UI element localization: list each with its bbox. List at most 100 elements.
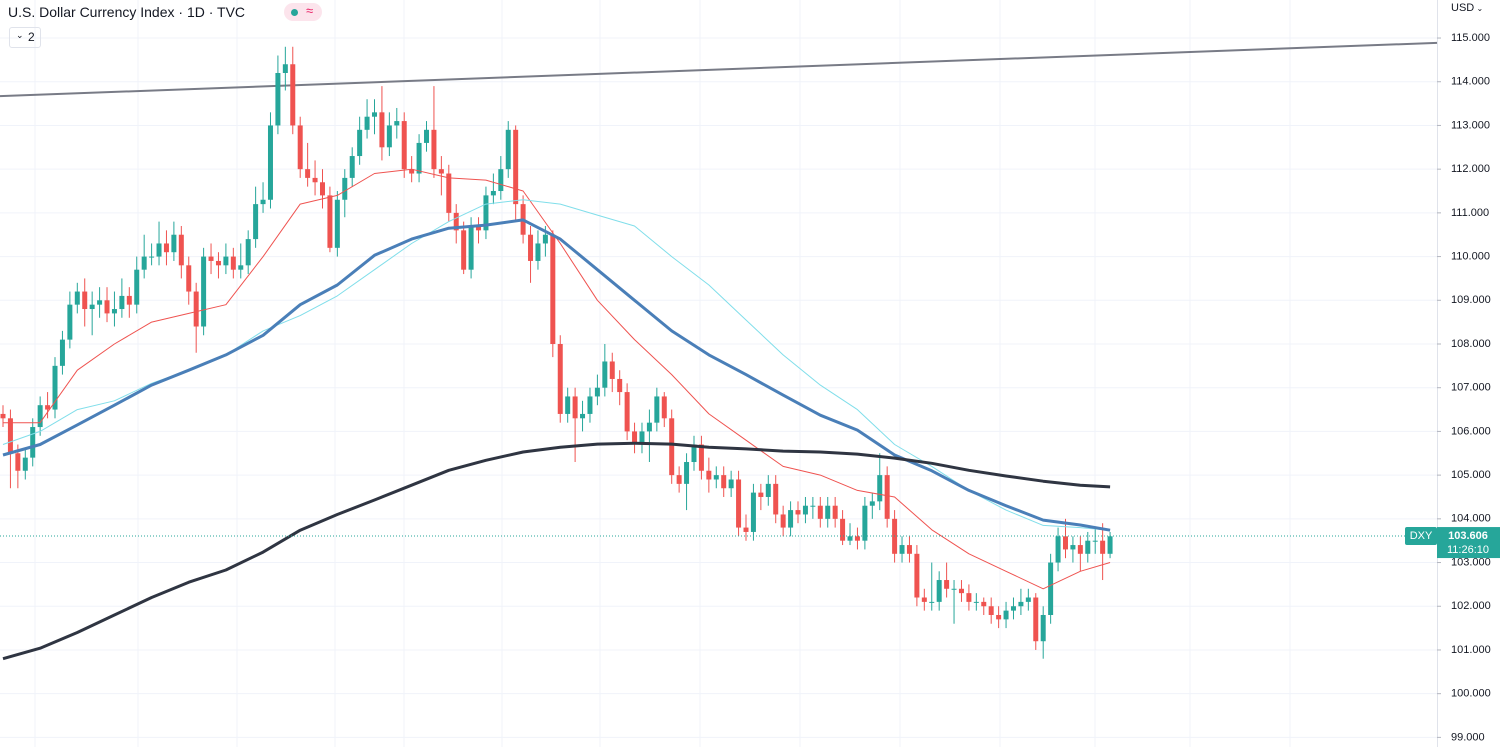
candle-body — [201, 256, 207, 327]
candle-body — [765, 483, 771, 497]
candle-body — [37, 405, 43, 428]
candle-body — [676, 475, 682, 484]
candle-body — [944, 580, 950, 589]
candle-body — [334, 199, 340, 248]
candle-body — [773, 483, 779, 515]
candle-body — [238, 265, 244, 270]
candle-body — [386, 125, 392, 148]
candle-body — [409, 169, 415, 174]
candle-body — [498, 169, 504, 192]
indicator-count: 2 — [28, 30, 35, 44]
candle-body — [691, 444, 697, 463]
candle-body — [973, 601, 979, 603]
candle-body — [245, 239, 251, 266]
candle-body — [468, 225, 474, 270]
candle-body — [684, 462, 690, 484]
candle-body — [401, 121, 407, 170]
candle-body — [89, 304, 95, 310]
candle-body — [1010, 606, 1016, 611]
candle-body — [914, 553, 920, 598]
candle-body — [728, 479, 734, 489]
candle-body — [646, 422, 652, 432]
candle-body — [743, 527, 749, 532]
y-tick-label: 111.000 — [1451, 207, 1489, 219]
candle-body — [215, 260, 221, 266]
candle-body — [958, 588, 964, 594]
candle-body — [342, 177, 348, 200]
y-tick-label: 114.000 — [1451, 76, 1490, 88]
candle-body — [1107, 536, 1113, 554]
candle-body — [698, 444, 704, 471]
moving-average — [2, 441, 1111, 661]
y-tick-label: 106.000 — [1451, 425, 1491, 437]
candle-body — [535, 243, 541, 261]
candle-body — [22, 457, 28, 471]
candle-body — [416, 142, 422, 174]
candle-body — [996, 614, 1002, 620]
candle-body — [134, 269, 140, 305]
candle-body — [869, 501, 875, 506]
status-badge[interactable]: ≈ — [284, 3, 322, 21]
candle-body — [802, 505, 808, 515]
candle-body — [357, 129, 363, 157]
candle-body — [327, 195, 333, 248]
candle-body — [267, 125, 273, 200]
candle-body — [1092, 540, 1098, 542]
candle-body — [1070, 545, 1076, 550]
candle-body — [587, 396, 593, 414]
candle-body — [67, 304, 73, 340]
candle-body — [1018, 601, 1024, 607]
candles — [0, 46, 1113, 659]
candle-body — [1040, 614, 1046, 642]
candle-body — [141, 256, 147, 270]
y-tick-label: 109.000 — [1451, 294, 1491, 306]
candle-body — [528, 234, 534, 261]
candle-body — [669, 418, 675, 476]
candle-body — [750, 492, 756, 532]
candle-body — [736, 479, 742, 528]
candle-body — [97, 300, 103, 305]
candle-body — [661, 396, 667, 419]
y-tick-label: 110.000 — [1451, 250, 1490, 262]
y-tick-label: 108.000 — [1451, 338, 1491, 350]
candle-body — [884, 475, 890, 519]
candle-body — [906, 545, 912, 554]
candle-body — [810, 505, 816, 507]
candle-body — [290, 64, 296, 126]
candle-body — [74, 291, 80, 305]
candle-body — [30, 427, 36, 458]
status-icon: ≈ — [306, 3, 314, 18]
y-tick-label: 103.000 — [1451, 556, 1491, 568]
candle-body — [713, 475, 719, 480]
candle-body — [572, 396, 578, 419]
candle-body — [542, 234, 548, 244]
candle-body — [632, 431, 638, 445]
y-tick-label: 105.000 — [1451, 469, 1491, 481]
candle-body — [52, 365, 58, 410]
candle-body — [988, 606, 994, 615]
candle-body — [490, 191, 496, 196]
y-tick-label: 99.000 — [1451, 731, 1485, 743]
candle-body — [178, 234, 184, 266]
candle-body — [45, 405, 51, 410]
y-tick-label: 104.000 — [1451, 513, 1491, 525]
candle-body — [795, 510, 801, 515]
candle-body — [171, 234, 177, 253]
chart-title: U.S. Dollar Currency Index · 1D · TVC — [8, 4, 246, 20]
candle-body — [1062, 536, 1068, 550]
candle-body — [364, 116, 370, 130]
last-price-label: 103.606 — [1448, 530, 1488, 542]
candle-body — [817, 505, 823, 519]
indicator-toggle[interactable]: ⌄ 2 — [9, 27, 41, 48]
candle-body — [104, 300, 110, 314]
candle-body — [899, 545, 905, 554]
candle-body — [854, 536, 860, 541]
candle-body — [929, 601, 935, 603]
candle-body — [706, 470, 712, 480]
candle-body — [594, 387, 600, 397]
currency-select[interactable]: USD ⌄ — [1451, 2, 1483, 14]
candle-body — [654, 396, 660, 423]
candle-body — [1085, 540, 1091, 554]
